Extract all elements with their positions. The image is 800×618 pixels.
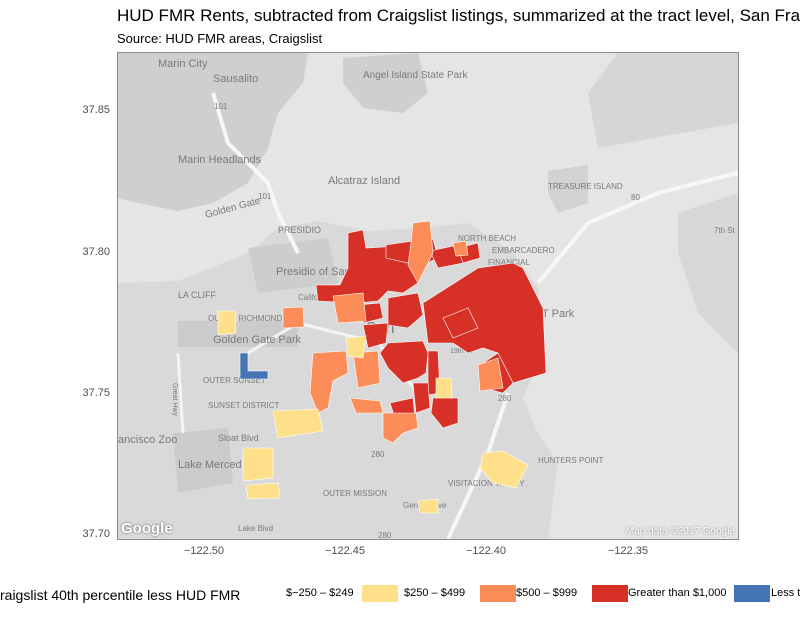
legend-key	[480, 585, 516, 602]
tract	[245, 482, 281, 500]
map-label: 280	[498, 394, 512, 403]
tract	[282, 306, 305, 329]
map-label: 19th St	[450, 348, 472, 355]
x-tick-label: −122.40	[465, 545, 507, 557]
map-label: Sloat Blvd	[218, 433, 259, 443]
map-label: Lake Blvd	[238, 524, 273, 533]
legend-key	[592, 585, 628, 602]
legend-label: $250 – $499	[404, 587, 466, 599]
legend-label: Less t	[771, 587, 800, 599]
tract	[452, 240, 469, 257]
legend-key	[734, 585, 770, 602]
tract	[442, 307, 479, 339]
tract	[239, 352, 269, 380]
tract	[382, 412, 419, 444]
lake-merced	[173, 428, 233, 493]
great-hwy	[176, 352, 185, 434]
marin-land	[118, 53, 308, 211]
tract	[387, 292, 424, 329]
tract	[379, 340, 429, 384]
map-label: HUNTERS POINT	[538, 456, 603, 465]
map-label: Great Hwy	[171, 383, 178, 417]
map-label: 280	[378, 531, 392, 539]
map-panel[interactable]: Marin City Sausalito Angel Island State …	[117, 52, 739, 540]
bay-bridge	[536, 171, 738, 285]
map-label: Marin City	[158, 58, 208, 70]
tract	[352, 350, 381, 389]
map-label: OUTER SUNSET	[203, 376, 266, 385]
y-tick-label: 37.75	[82, 387, 110, 399]
map-label: Angel Island State Park	[363, 70, 469, 81]
legend-title: raigslist 40th percentile less HUD FMR	[0, 587, 241, 603]
tract	[309, 350, 349, 414]
map-label: Alcatraz Island	[328, 175, 400, 187]
oakland-land	[678, 193, 738, 353]
angel-island	[343, 53, 428, 113]
map-label: NORTH BEACH	[458, 234, 516, 243]
tract	[412, 382, 431, 414]
google-logo: Google	[121, 520, 173, 537]
map-label: PRESIDIO	[278, 225, 321, 235]
map-label: TREASURE ISLAND	[548, 182, 623, 191]
map-label: Marin Headlands	[178, 154, 262, 166]
legend-label: Greater than $1,000	[628, 587, 727, 599]
legend-label: $500 – $999	[516, 587, 578, 599]
map-label: FINANCIAL	[488, 258, 530, 267]
map-label: EMBARCADERO	[492, 246, 555, 255]
tract	[272, 408, 324, 439]
tract	[417, 498, 439, 514]
map-label: Sausalito	[213, 73, 258, 85]
tract	[479, 450, 529, 489]
y-tick-label: 37.80	[82, 246, 110, 258]
tract-polygons	[217, 220, 547, 514]
map-label: OUTER RICHMOND	[208, 314, 282, 323]
tract	[242, 447, 274, 482]
tract	[430, 397, 459, 429]
map-label: VISITACION VALLEY	[448, 479, 525, 488]
tract	[217, 310, 237, 336]
x-tick-label: −122.45	[324, 545, 366, 557]
map-label: 101	[258, 192, 272, 201]
map-label: 280	[371, 450, 385, 459]
presidio-area	[248, 238, 338, 293]
map-label: ancisco Zoo	[118, 434, 177, 446]
hwy-101	[211, 92, 300, 254]
legend-label: $−250 – $249	[286, 587, 354, 599]
y-tick-label: 37.85	[82, 104, 110, 116]
chart-subtitle: Source: HUD FMR areas, Craigslist	[117, 31, 323, 46]
tract	[407, 220, 434, 284]
map-label: Golden Gate Park	[213, 334, 302, 346]
y-tick-label: 37.70	[82, 528, 110, 540]
map-label: 101	[214, 102, 228, 111]
map-label: LA CLIFF	[178, 290, 217, 300]
map-label: California	[298, 293, 332, 302]
x-tick-label: −122.50	[183, 545, 225, 557]
tract	[362, 322, 389, 349]
map-label: 7th St	[714, 226, 736, 235]
basemap-svg: Marin City Sausalito Angel Island State …	[118, 53, 738, 539]
eastbay-land	[588, 53, 738, 148]
tract	[435, 377, 453, 399]
map-label: 80	[631, 193, 640, 202]
map-attribution: Map data ©2017 Google	[625, 526, 735, 537]
map-label: OUTER MISSION	[323, 489, 387, 498]
tract	[345, 335, 367, 359]
x-tick-label: −122.35	[607, 545, 649, 557]
chart-title: HUD FMR Rents, subtracted from Craigslis…	[117, 6, 800, 25]
tract	[477, 357, 504, 392]
legend-key	[362, 585, 398, 602]
tract	[332, 292, 367, 324]
treasure-island	[548, 165, 588, 213]
map-label: SUNSET DISTRICT	[208, 401, 280, 410]
